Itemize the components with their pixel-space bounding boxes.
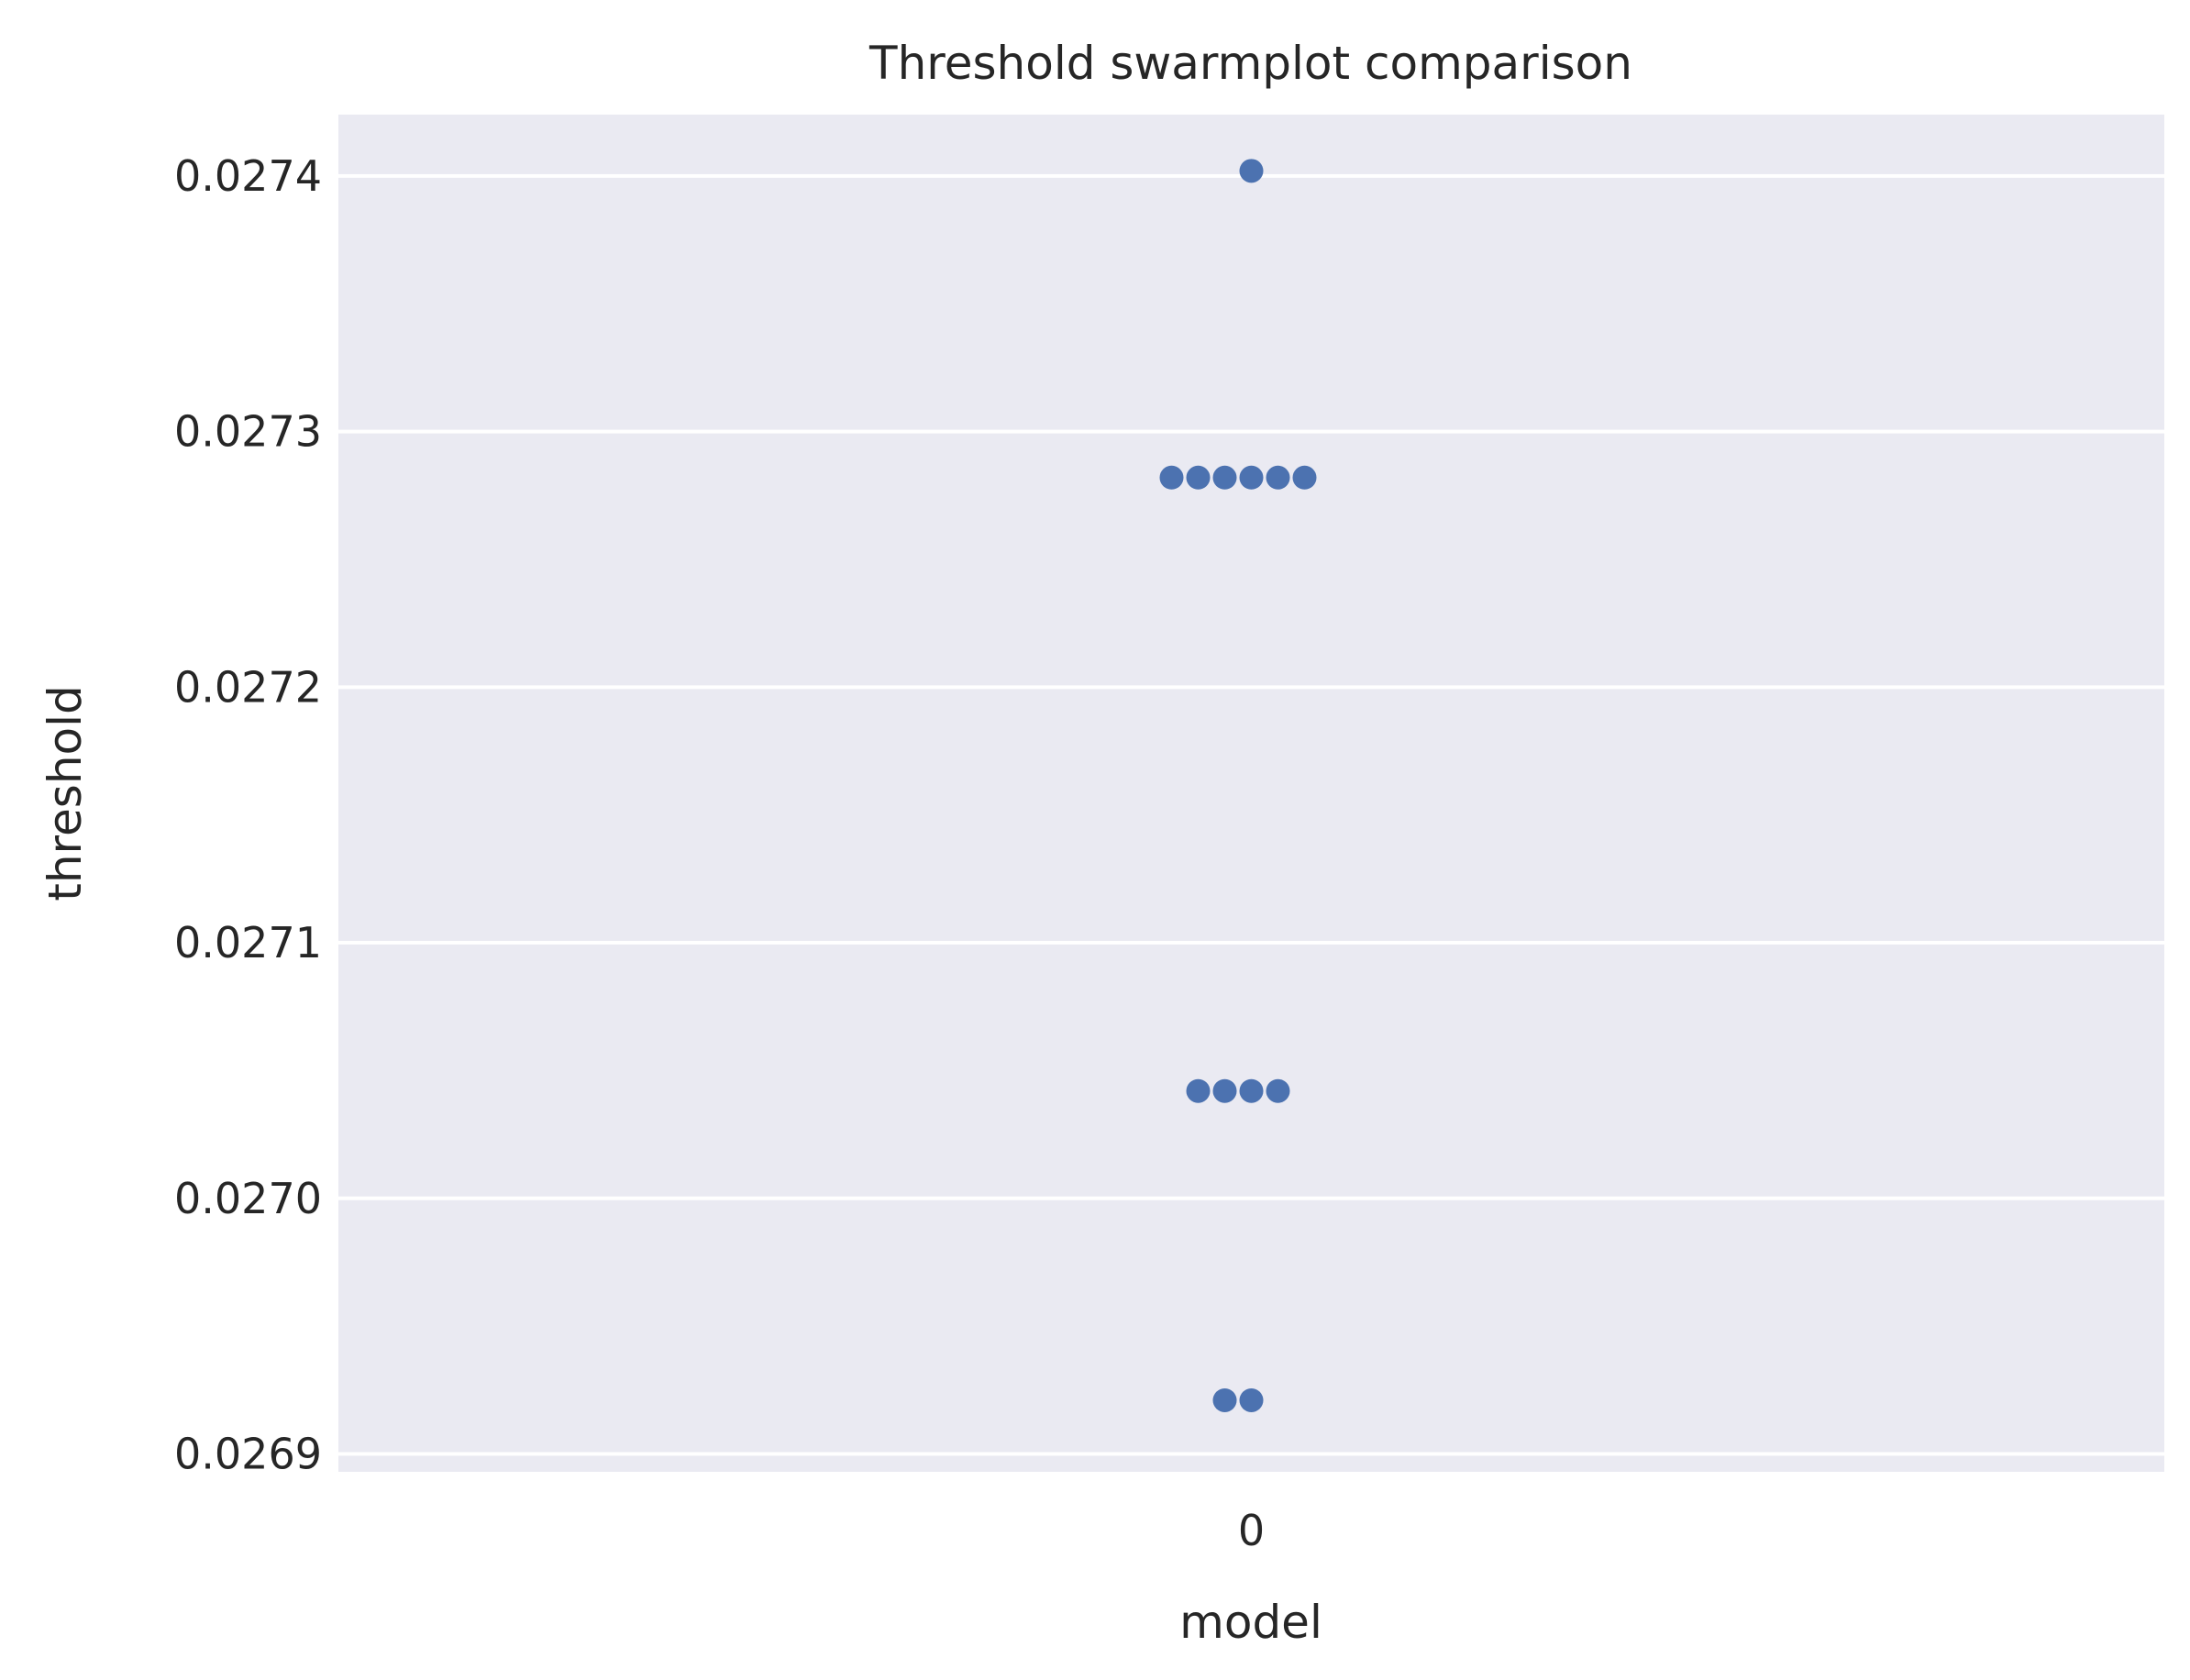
x-tick-label: 0: [1238, 1506, 1265, 1555]
swarm-point: [1239, 1387, 1264, 1412]
swarm-point: [1212, 1078, 1237, 1103]
y-tick-label: 0.0272: [174, 662, 322, 712]
y-tick-label: 0.0273: [174, 407, 322, 457]
y-tick-labels: 0.0269 0.0270 0.0271 0.0272 0.0273 0.0274: [174, 151, 322, 1479]
swarm-point: [1212, 1387, 1237, 1412]
y-tick-label: 0.0274: [174, 151, 322, 201]
plot-area: [338, 115, 2164, 1472]
x-axis-label: model: [1179, 1596, 1322, 1649]
swarm-point: [1186, 465, 1211, 490]
y-axis-label: threshold: [39, 685, 92, 901]
data-points: [1159, 159, 1317, 1412]
swarm-point: [1292, 465, 1317, 490]
y-tick-label: 0.0271: [174, 918, 322, 967]
swarm-point: [1239, 465, 1264, 490]
swarm-point: [1212, 465, 1237, 490]
y-tick-label: 0.0269: [174, 1429, 322, 1478]
swarm-point: [1266, 465, 1290, 490]
swarm-point: [1159, 465, 1184, 490]
swarm-point: [1239, 1078, 1264, 1103]
swarm-point: [1239, 159, 1264, 183]
swarm-point: [1186, 1078, 1211, 1103]
y-tick-label: 0.0270: [174, 1174, 322, 1223]
x-tick-labels: 0: [1238, 1506, 1265, 1555]
swarm-point: [1266, 1078, 1290, 1103]
chart-title: Threshold swarmplot comparison: [868, 37, 1632, 90]
